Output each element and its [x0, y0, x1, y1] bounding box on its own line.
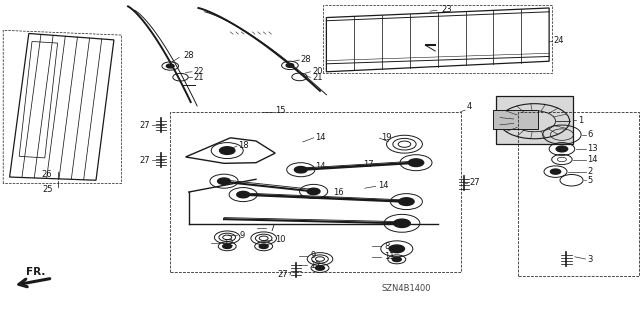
Circle shape — [307, 188, 320, 195]
Circle shape — [408, 159, 424, 167]
Text: 14: 14 — [316, 162, 326, 171]
Circle shape — [389, 245, 404, 253]
Text: 14: 14 — [378, 181, 388, 190]
Text: 12: 12 — [223, 239, 233, 248]
Text: 28: 28 — [184, 51, 195, 60]
Circle shape — [237, 191, 250, 198]
Text: 19: 19 — [381, 133, 391, 142]
Text: 22: 22 — [193, 67, 204, 76]
Text: 11: 11 — [384, 252, 394, 261]
Text: 17: 17 — [364, 160, 374, 169]
Text: 1: 1 — [578, 116, 583, 125]
Text: 7: 7 — [269, 224, 274, 233]
Text: 13: 13 — [588, 145, 598, 153]
Text: 26: 26 — [42, 170, 52, 179]
Circle shape — [166, 64, 174, 68]
Text: 16: 16 — [333, 188, 344, 197]
Polygon shape — [496, 96, 573, 144]
Text: 2: 2 — [588, 167, 593, 176]
Text: 8: 8 — [384, 242, 389, 251]
Text: 27: 27 — [277, 271, 288, 279]
Circle shape — [286, 63, 294, 67]
Text: 27: 27 — [469, 178, 480, 187]
Circle shape — [392, 257, 401, 262]
Text: 15: 15 — [275, 106, 285, 115]
Circle shape — [218, 178, 230, 184]
Text: 21: 21 — [193, 73, 204, 82]
Text: 23: 23 — [442, 5, 452, 14]
Text: 24: 24 — [554, 36, 564, 45]
Text: 14: 14 — [588, 155, 598, 164]
Text: 27: 27 — [140, 156, 150, 165]
Text: 9: 9 — [310, 251, 316, 260]
Text: SZN4B1400: SZN4B1400 — [381, 284, 431, 293]
Text: 14: 14 — [316, 133, 326, 142]
Text: 28: 28 — [301, 55, 312, 63]
Circle shape — [294, 167, 307, 173]
Text: 5: 5 — [588, 176, 593, 185]
Circle shape — [316, 266, 324, 270]
Text: 3: 3 — [588, 255, 593, 263]
Text: 18: 18 — [238, 141, 249, 150]
Circle shape — [399, 198, 414, 205]
Text: FR.: FR. — [26, 267, 45, 277]
FancyBboxPatch shape — [493, 110, 538, 129]
Circle shape — [220, 147, 235, 154]
Text: 20: 20 — [312, 67, 323, 76]
Text: 9: 9 — [240, 231, 245, 240]
Text: 27: 27 — [140, 121, 150, 130]
Circle shape — [550, 169, 561, 174]
Circle shape — [223, 244, 232, 249]
Text: 21: 21 — [312, 73, 323, 82]
Circle shape — [556, 146, 568, 152]
Text: 6: 6 — [588, 130, 593, 139]
Circle shape — [394, 219, 410, 227]
Text: 12: 12 — [310, 261, 321, 270]
Text: 4: 4 — [467, 102, 472, 111]
Circle shape — [259, 244, 268, 249]
Text: 10: 10 — [275, 235, 285, 244]
Text: 25: 25 — [42, 185, 52, 194]
